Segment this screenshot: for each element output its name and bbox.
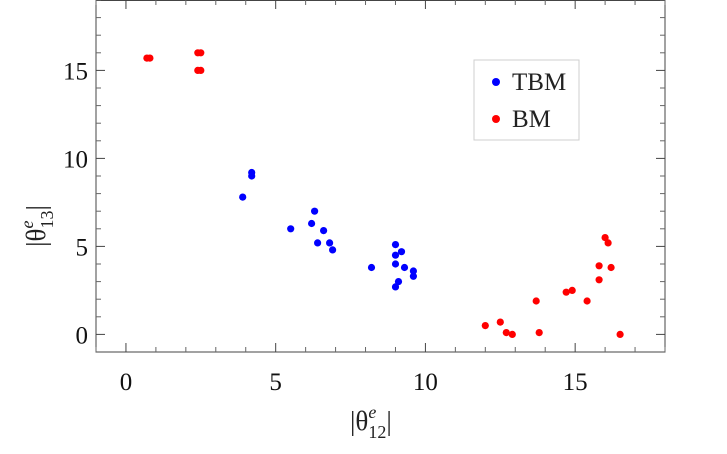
y-axis-label: |θe13| [17,205,57,247]
point-bm [604,239,612,247]
legend-box [473,59,580,141]
x-tick-label: 0 [120,369,133,396]
point-bm [616,330,624,338]
point-bm [496,318,504,326]
point-bm [502,329,510,337]
axes: 0 5 10 15 0 5 10 15 |θe 12| |θe13| [17,0,666,442]
point-tbm [367,263,376,272]
point-tbm [400,263,409,272]
point-tbm [397,248,406,256]
y-tick-label: 5 [76,234,89,261]
legend-label-bm: BM [512,106,551,133]
point-tbm [391,260,400,268]
point-tbm [326,239,334,247]
point-bm [568,286,576,294]
data-points [143,49,624,338]
point-bm [535,329,543,337]
point-tbm [329,246,337,254]
point-tbm [314,239,322,247]
point-tbm [394,278,403,286]
point-bm [607,263,615,272]
y-tick-label: 15 [63,58,88,85]
legend-marker-bm [492,115,500,123]
point-bm [508,330,516,338]
point-tbm [287,225,295,233]
point-tbm [391,283,400,291]
point-bm [143,54,151,62]
legend-label-tbm: TBM [512,69,566,96]
point-bm [532,297,540,305]
point-bm [197,66,205,74]
plot-frame [95,0,666,353]
y-tick-label: 0 [76,322,89,349]
point-tbm [409,272,417,280]
point-bm [197,49,205,57]
point-bm [601,234,609,242]
point-bm [595,276,603,284]
point-tbm [409,267,417,275]
point-bm [481,322,489,330]
point-tbm [391,251,400,259]
point-tbm [248,172,256,180]
point-bm [562,288,570,296]
legend: TBM BM [473,59,580,141]
x-tick-label: 10 [413,369,438,396]
point-tbm [311,207,319,215]
point-tbm [308,219,316,228]
x-tick-label: 15 [563,369,588,396]
y-tick-label: 10 [63,146,88,173]
x-tick-label: 5 [269,369,282,396]
point-tbm [239,193,247,201]
point-bm [583,297,591,305]
x-axis-label: |θe 12| [350,402,392,442]
point-tbm [320,227,328,235]
point-tbm [391,241,400,249]
point-bm [595,262,603,270]
legend-marker-tbm [492,78,500,86]
